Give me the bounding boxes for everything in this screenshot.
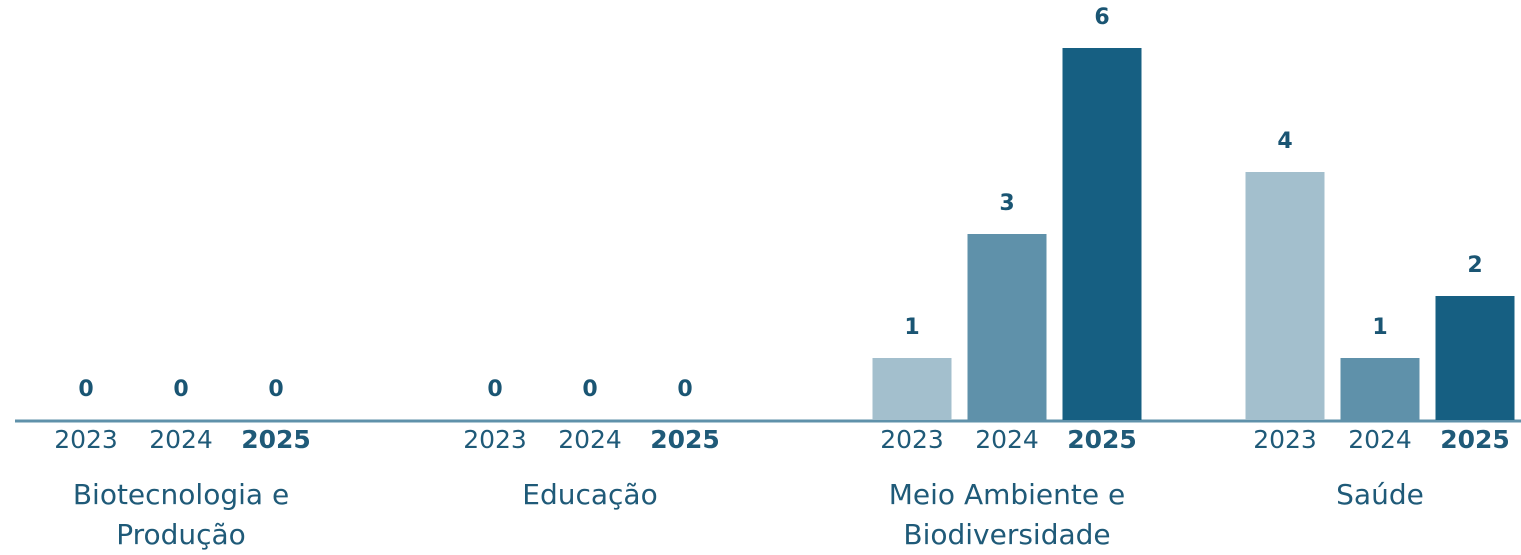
year-label: 2023 bbox=[463, 425, 527, 454]
year-label: 2024 bbox=[558, 425, 622, 454]
category-label: Saúde bbox=[1336, 478, 1424, 511]
bar bbox=[1245, 172, 1325, 420]
category-label: Biotecnologia e Produção bbox=[72, 478, 290, 551]
value-label: 0 bbox=[173, 377, 188, 402]
bar bbox=[872, 358, 952, 420]
year-label: 2024 bbox=[149, 425, 213, 454]
year-label: 2025 bbox=[241, 425, 311, 454]
year-label: 2023 bbox=[1253, 425, 1317, 454]
year-label: 2025 bbox=[650, 425, 720, 454]
value-label: 0 bbox=[582, 377, 597, 402]
year-label: 2025 bbox=[1067, 425, 1137, 454]
value-label: 1 bbox=[1372, 315, 1387, 340]
value-label: 0 bbox=[677, 377, 692, 402]
value-label: 1 bbox=[904, 315, 919, 340]
year-label: 2024 bbox=[975, 425, 1039, 454]
value-label: 2 bbox=[1467, 253, 1482, 278]
year-label: 2023 bbox=[880, 425, 944, 454]
year-label: 2025 bbox=[1440, 425, 1510, 454]
year-label: 2023 bbox=[54, 425, 118, 454]
year-label: 2024 bbox=[1348, 425, 1412, 454]
category-label: Educação bbox=[522, 478, 658, 511]
value-label: 3 bbox=[999, 191, 1014, 216]
value-label: 0 bbox=[268, 377, 283, 402]
category-label: Meio Ambiente e Biodiversidade bbox=[888, 478, 1126, 551]
value-label: 0 bbox=[487, 377, 502, 402]
value-label: 4 bbox=[1277, 129, 1292, 154]
value-label: 6 bbox=[1094, 5, 1109, 30]
bar bbox=[1340, 358, 1420, 420]
bar bbox=[1062, 48, 1142, 420]
bar bbox=[1435, 296, 1515, 420]
bar bbox=[967, 234, 1047, 420]
value-label: 0 bbox=[78, 377, 93, 402]
